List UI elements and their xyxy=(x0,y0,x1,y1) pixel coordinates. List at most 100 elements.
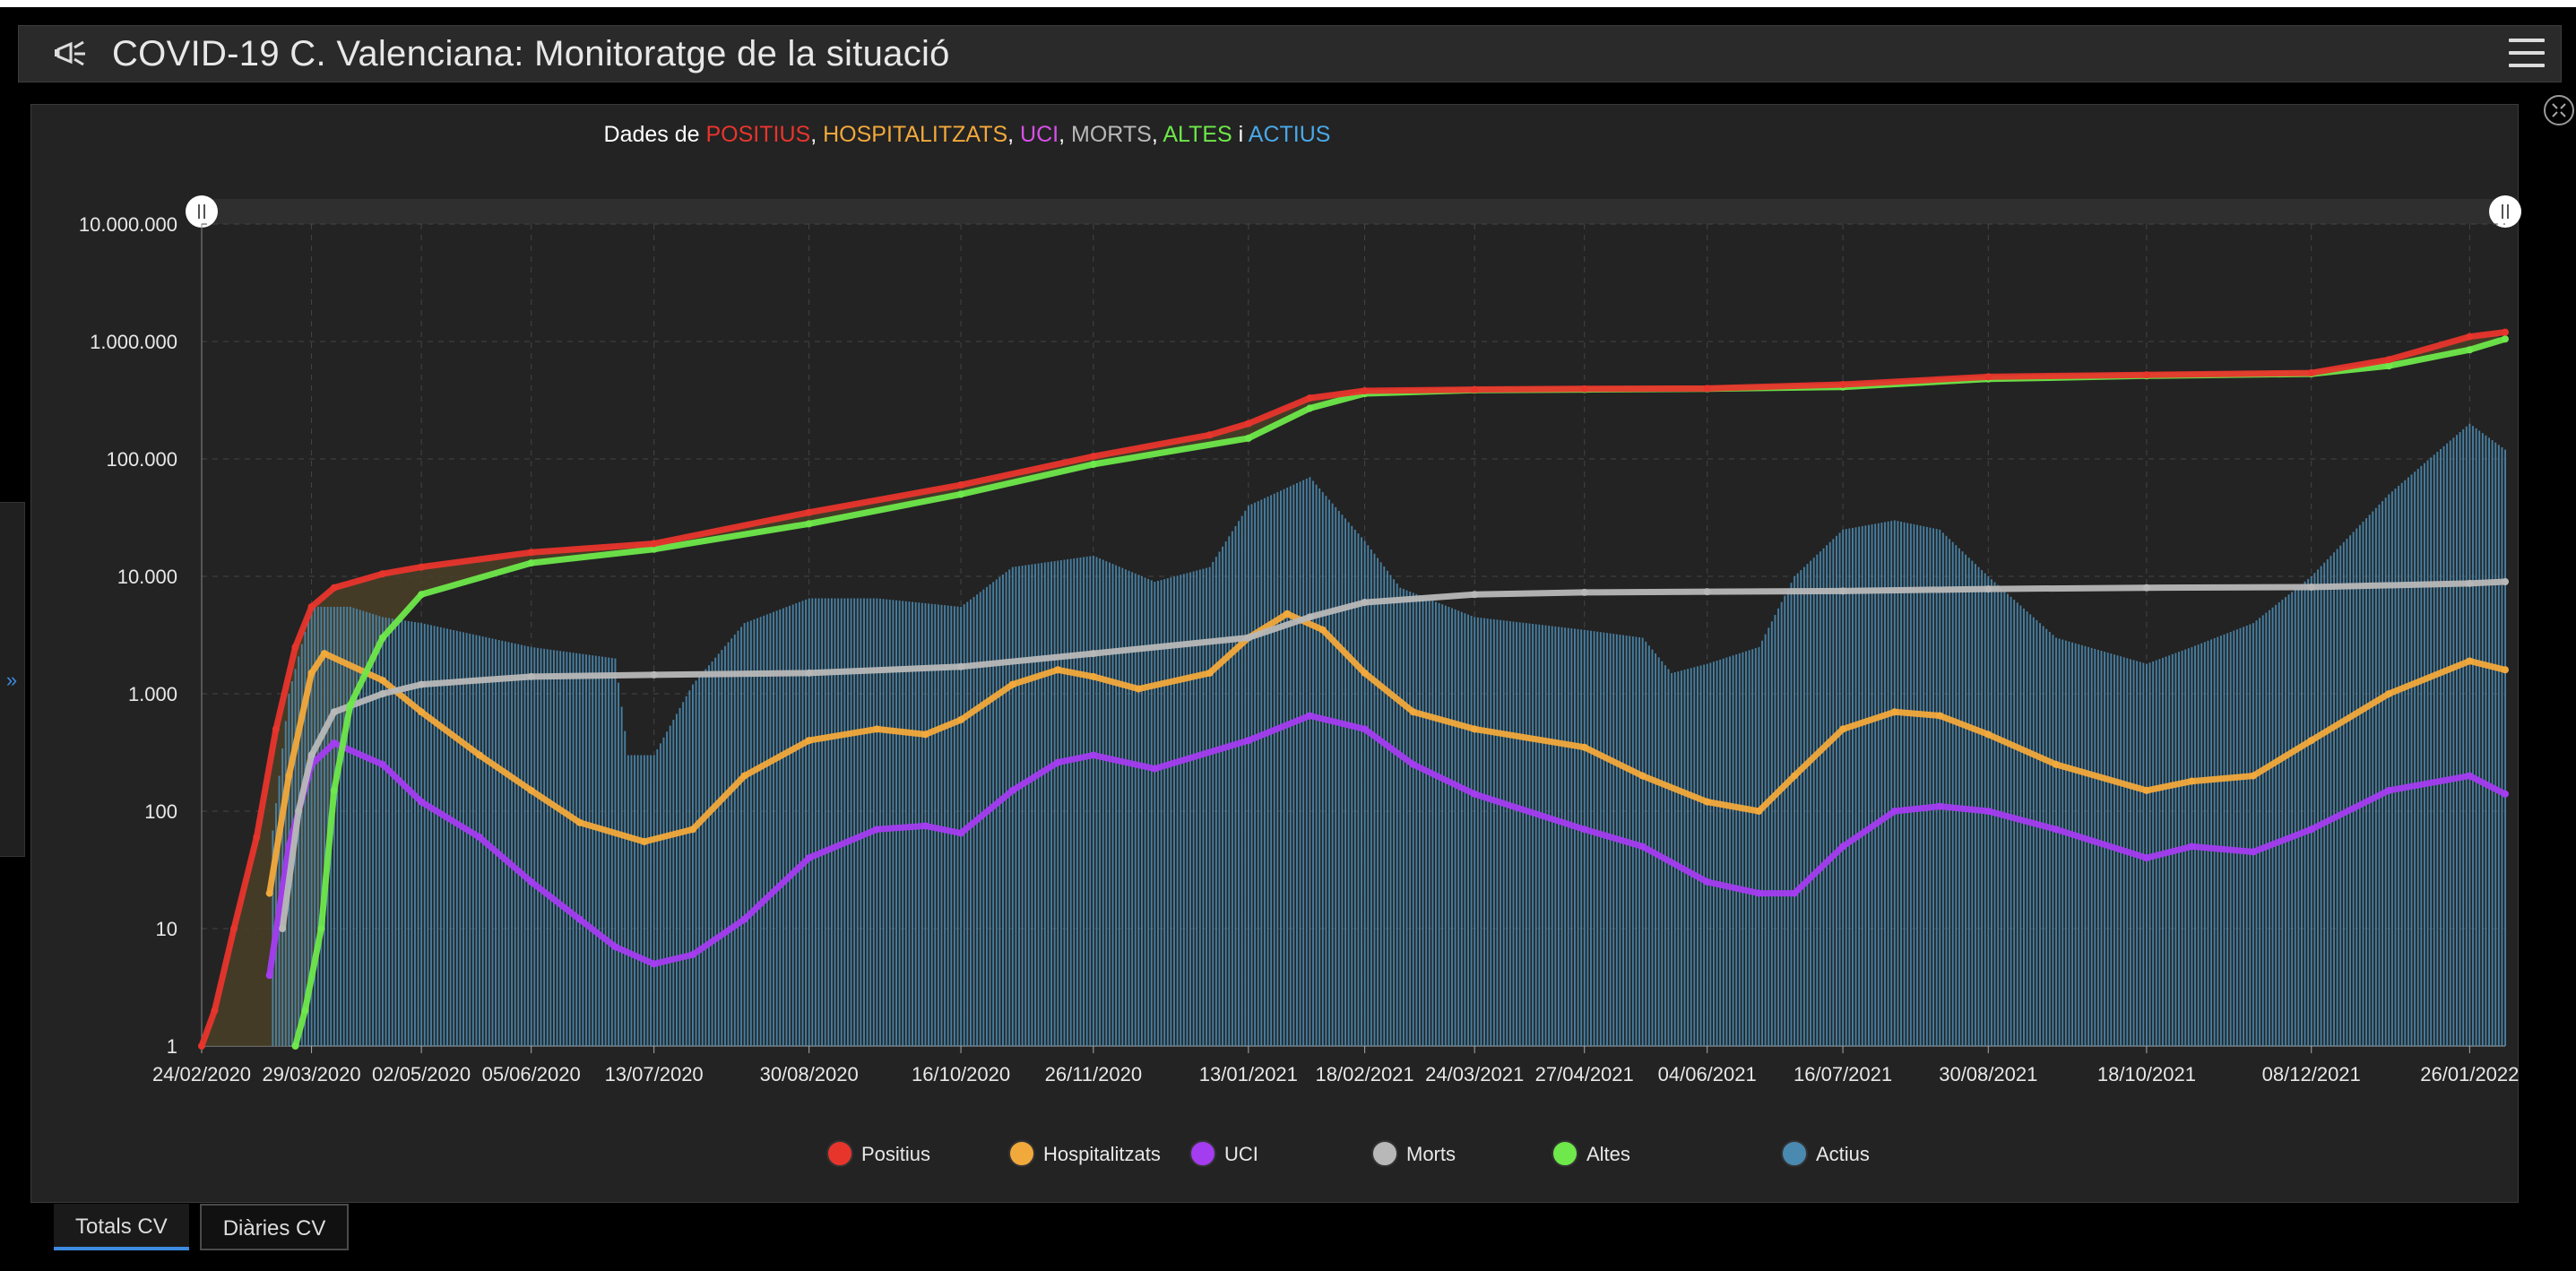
hospitalitzats-point xyxy=(2502,666,2509,674)
actius-bar xyxy=(1402,589,1405,1046)
actius-bar xyxy=(2074,643,2077,1046)
actius-bar xyxy=(1551,626,1553,1046)
positius-point xyxy=(198,1042,205,1050)
actius-bar xyxy=(1309,477,1311,1046)
actius-bar xyxy=(566,652,568,1046)
actius-bar xyxy=(2259,618,2261,1046)
actius-bar xyxy=(2339,545,2342,1046)
actius-bar xyxy=(1247,506,1249,1046)
actius-bar xyxy=(1786,589,1789,1046)
morts-point xyxy=(1471,591,1479,599)
actius-bar xyxy=(791,604,794,1046)
uci-point xyxy=(1703,878,1711,886)
hospitalitzats-point xyxy=(1135,685,1143,693)
actius-bar xyxy=(304,631,307,1046)
actius-bar xyxy=(1393,579,1396,1046)
actius-bar xyxy=(1231,531,1233,1046)
positius-altes-band xyxy=(202,333,2499,1046)
altes-point xyxy=(650,545,658,553)
actius-bar xyxy=(1351,525,1353,1046)
hamburger-menu-icon[interactable] xyxy=(2509,39,2545,71)
hospitalitzats-point xyxy=(475,751,483,759)
actius-bar xyxy=(2036,619,2038,1046)
actius-bar xyxy=(1083,557,1085,1046)
uci-point xyxy=(688,951,696,959)
morts-point xyxy=(2307,583,2315,591)
actius-bar xyxy=(1377,558,1379,1046)
actius-bar xyxy=(1861,525,1863,1046)
actius-bar xyxy=(1544,625,1547,1046)
actius-bar xyxy=(2488,437,2490,1046)
uci-point xyxy=(873,826,881,834)
x-tick-label: 24/02/2020 xyxy=(152,1063,251,1085)
actius-bar xyxy=(1929,527,1932,1046)
actius-bar xyxy=(381,617,384,1046)
actius-bar xyxy=(1496,619,1499,1046)
actius-bar xyxy=(346,607,349,1046)
morts-point xyxy=(957,662,965,670)
actius-bar xyxy=(1645,641,1647,1046)
actius-bar xyxy=(475,635,478,1046)
x-tick-label: 29/03/2020 xyxy=(262,1063,360,1085)
expand-icon[interactable]: » xyxy=(5,669,18,691)
actius-bar xyxy=(1047,562,1050,1046)
uci-point xyxy=(1471,790,1479,798)
actius-legend-label: Actius xyxy=(1816,1143,1870,1165)
actius-bar xyxy=(594,655,597,1046)
megaphone-icon[interactable] xyxy=(44,36,98,72)
actius-bar xyxy=(1335,506,1337,1046)
hospitalitzats-point xyxy=(805,737,813,745)
actius-bar xyxy=(1884,522,1886,1046)
actius-bar xyxy=(359,610,361,1046)
hospitalitzats-point xyxy=(1089,672,1097,680)
side-panel-toggle[interactable]: » xyxy=(0,502,25,857)
actius-bar xyxy=(886,599,888,1046)
chart-title-part: UCI xyxy=(1020,122,1059,147)
hospitalitzats-point xyxy=(1703,798,1711,806)
actius-bar xyxy=(1031,564,1033,1046)
actius-bar xyxy=(1154,581,1156,1046)
positius-point xyxy=(805,508,813,516)
tab-diaries-cv[interactable]: Diàries CV xyxy=(199,1204,350,1250)
actius-bar xyxy=(1134,573,1137,1046)
actius-bar xyxy=(1945,535,1948,1046)
actius-bar xyxy=(1337,511,1340,1046)
uci-point xyxy=(1409,760,1417,768)
actius-bar xyxy=(1932,528,1935,1046)
actius-bar xyxy=(2320,566,2322,1046)
actius-bar xyxy=(1864,525,1867,1046)
actius-bar xyxy=(666,731,669,1046)
actius-bar xyxy=(1415,593,1418,1046)
actius-bar xyxy=(1321,492,1324,1046)
hospitalitzats-point xyxy=(1984,731,1993,739)
actius-bar xyxy=(1279,490,1282,1046)
actius-bar xyxy=(801,601,804,1046)
actius-bar xyxy=(1916,524,1918,1046)
actius-bar xyxy=(333,607,335,1046)
actius-bar xyxy=(747,621,749,1046)
actius-bar xyxy=(701,672,704,1046)
positius-point xyxy=(1089,453,1097,461)
actius-bar xyxy=(1742,652,1744,1046)
tab-totals-cv[interactable]: Totals CV xyxy=(54,1204,189,1250)
actius-bar xyxy=(465,633,468,1046)
actius-bar xyxy=(2442,445,2445,1046)
actius-bar xyxy=(1919,525,1922,1046)
chart-title-part: Dades de xyxy=(604,122,706,147)
x-tick-label: 30/08/2020 xyxy=(760,1063,859,1085)
morts-point xyxy=(1244,634,1252,642)
morts-point xyxy=(1361,599,1369,607)
positius-point xyxy=(1361,387,1369,395)
actius-bar xyxy=(1474,617,1476,1046)
hospitalitzats-point xyxy=(1471,725,1479,733)
actius-bar xyxy=(985,586,988,1046)
hospitalitzats-point xyxy=(1206,669,1214,677)
actius-bar xyxy=(2013,600,2016,1046)
actius-bar xyxy=(2416,469,2419,1046)
actius-bar xyxy=(1027,565,1030,1046)
hospitalitzats-point xyxy=(2142,786,2150,794)
actius-bar xyxy=(1532,623,1534,1046)
collapse-icon[interactable] xyxy=(2544,95,2574,125)
actius-bar xyxy=(808,598,810,1046)
hospitalitzats-point xyxy=(688,826,696,834)
